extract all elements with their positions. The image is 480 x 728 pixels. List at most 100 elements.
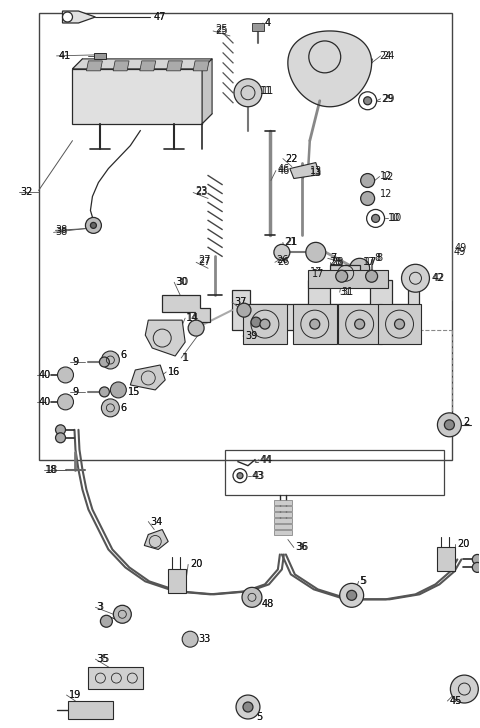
Text: 23: 23 — [195, 188, 207, 197]
Text: 46: 46 — [278, 164, 290, 173]
Polygon shape — [144, 529, 168, 550]
Circle shape — [360, 191, 374, 205]
Text: 44: 44 — [261, 455, 273, 464]
Circle shape — [437, 413, 461, 437]
Text: 40: 40 — [38, 370, 51, 380]
Text: 3: 3 — [97, 602, 104, 612]
Polygon shape — [86, 61, 102, 71]
Circle shape — [364, 97, 372, 105]
Text: 39: 39 — [245, 331, 257, 341]
Circle shape — [274, 245, 290, 261]
Text: 34: 34 — [150, 517, 163, 526]
Circle shape — [260, 319, 270, 329]
Text: 47: 47 — [153, 12, 166, 22]
Circle shape — [310, 319, 320, 329]
Circle shape — [355, 319, 365, 329]
Text: 34: 34 — [150, 517, 163, 526]
Bar — [308, 270, 387, 288]
Text: 8: 8 — [374, 253, 381, 264]
Text: 22: 22 — [285, 154, 298, 164]
Bar — [338, 304, 382, 344]
Text: 16: 16 — [168, 367, 180, 377]
Circle shape — [350, 258, 370, 278]
Text: 19: 19 — [69, 690, 81, 700]
Polygon shape — [167, 61, 182, 71]
Polygon shape — [145, 320, 185, 356]
Text: 27: 27 — [198, 256, 211, 265]
Bar — [252, 23, 264, 31]
Text: 33: 33 — [198, 634, 210, 644]
Bar — [72, 69, 202, 124]
Circle shape — [234, 79, 262, 107]
Text: 6: 6 — [120, 350, 126, 360]
Circle shape — [62, 12, 72, 22]
Circle shape — [251, 317, 261, 327]
Bar — [69, 701, 113, 719]
Text: 5: 5 — [256, 712, 262, 722]
Text: 33: 33 — [198, 634, 210, 644]
Circle shape — [56, 433, 65, 443]
Text: 9: 9 — [72, 357, 79, 367]
Bar — [274, 512, 292, 517]
Bar — [38, 13, 452, 459]
Bar — [274, 518, 292, 523]
Circle shape — [444, 420, 455, 430]
Bar — [168, 569, 186, 593]
Polygon shape — [130, 365, 165, 390]
Text: 15: 15 — [128, 387, 141, 397]
Circle shape — [237, 303, 251, 317]
Text: 21: 21 — [285, 237, 297, 248]
Bar — [243, 304, 287, 344]
Text: 12: 12 — [382, 172, 394, 181]
Circle shape — [100, 615, 112, 628]
Circle shape — [242, 587, 262, 607]
Text: 6: 6 — [120, 403, 126, 413]
Text: 47: 47 — [153, 12, 166, 22]
Text: 39: 39 — [245, 331, 257, 341]
Text: 24: 24 — [383, 51, 395, 61]
Text: 11: 11 — [260, 86, 272, 96]
Polygon shape — [202, 59, 212, 124]
Bar — [378, 304, 421, 344]
Text: 3: 3 — [96, 602, 103, 612]
Text: 40: 40 — [38, 397, 51, 407]
Text: 27: 27 — [198, 257, 211, 267]
Text: 5: 5 — [256, 712, 262, 722]
Text: 43: 43 — [252, 471, 264, 480]
Text: 46: 46 — [278, 165, 290, 175]
Text: 5: 5 — [360, 577, 367, 586]
Bar — [293, 304, 336, 344]
Text: 1: 1 — [182, 353, 188, 363]
Text: 4: 4 — [265, 18, 271, 28]
Polygon shape — [232, 280, 420, 330]
Circle shape — [58, 394, 73, 410]
Text: 2: 2 — [463, 417, 469, 427]
Text: 7: 7 — [330, 253, 336, 264]
Text: 23: 23 — [195, 186, 207, 196]
Text: 29: 29 — [383, 94, 395, 104]
Circle shape — [182, 631, 198, 647]
Text: 25: 25 — [215, 26, 228, 36]
Text: 20: 20 — [457, 539, 470, 550]
Polygon shape — [162, 295, 210, 322]
Circle shape — [101, 351, 120, 369]
Text: 10: 10 — [387, 213, 400, 223]
Text: 5: 5 — [360, 577, 366, 586]
Text: 17: 17 — [312, 269, 324, 280]
Text: 32: 32 — [21, 188, 33, 197]
Circle shape — [472, 555, 480, 564]
Text: 40: 40 — [38, 370, 51, 380]
Bar — [274, 529, 292, 534]
Text: 48: 48 — [262, 599, 274, 609]
Circle shape — [243, 702, 253, 712]
Circle shape — [336, 270, 348, 282]
Bar — [274, 499, 292, 505]
Polygon shape — [140, 61, 156, 71]
Text: 20: 20 — [457, 539, 470, 550]
Polygon shape — [72, 59, 212, 69]
Circle shape — [347, 590, 357, 601]
Text: 2: 2 — [463, 417, 469, 427]
Polygon shape — [62, 11, 96, 23]
Text: 36: 36 — [295, 542, 307, 553]
Circle shape — [85, 218, 101, 234]
